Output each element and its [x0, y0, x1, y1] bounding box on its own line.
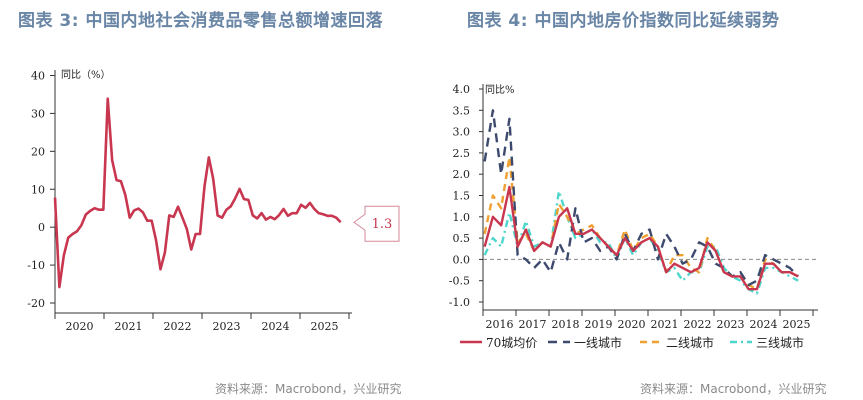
x-tick-label: 2019 — [585, 318, 613, 331]
y-tick-label: 0.5 — [453, 232, 471, 245]
right-chart-title: 图表 4: 中国内地房价指数同比延续弱势 — [467, 11, 780, 31]
y-tick-label: 40 — [31, 70, 45, 83]
x-tick-label: 2025 — [783, 318, 811, 331]
y-tick-label: 3.0 — [453, 126, 471, 139]
y-tick-label: 30 — [31, 107, 45, 120]
y-tick-label: 20 — [31, 145, 45, 158]
last-value-label: 1.3 — [372, 217, 393, 232]
legend-label: 二线城市 — [666, 335, 714, 350]
y-tick-label: 2.5 — [453, 147, 471, 160]
y-tick-label: -20 — [27, 297, 45, 310]
series-line-1 — [483, 109, 800, 287]
x-tick-label: 2024 — [750, 318, 778, 331]
y-axis-label: 同比% — [485, 84, 515, 96]
x-tick-label: 2023 — [213, 320, 241, 333]
x-tick-label: 2021 — [651, 318, 679, 331]
y-tick-label: -1.0 — [449, 296, 470, 309]
right-source: 资料来源：Macrobond，兴业研究 — [640, 382, 827, 396]
y-tick-label: 2.0 — [453, 168, 471, 181]
series-line — [53, 97, 342, 289]
series-line-0 — [483, 185, 799, 291]
x-tick-label: 2017 — [519, 318, 547, 331]
x-tick-label: 2016 — [486, 318, 514, 331]
x-tick-label: 2024 — [262, 320, 290, 333]
y-tick-label: 0.0 — [453, 253, 471, 266]
legend-label: 三线城市 — [756, 335, 804, 350]
left-source: 资料来源：Macrobond，兴业研究 — [215, 382, 402, 396]
legend-label: 70城均价 — [486, 336, 537, 350]
y-tick-label: 10 — [31, 183, 45, 196]
y-tick-label: -10 — [27, 259, 45, 272]
retail-sales-chart: -20 -10 0 10 20 30 40 2020 2021 2022 2023 2024 2025 同… — [27, 69, 400, 333]
x-tick-label: 2020 — [618, 318, 646, 331]
last-value-callout — [353, 205, 400, 242]
series-line-2 — [483, 155, 799, 291]
x-tick-label: 2020 — [66, 320, 94, 333]
house-price-chart: -1.0 -0.5 0.0 0.5 1.0 1.5 2.0 2.5 3.0 3.5 4.0 2016 2… — [449, 83, 818, 350]
legend-label: 一线城市 — [574, 335, 622, 350]
y-tick-label: 4.0 — [453, 83, 471, 96]
y-tick-label: 1.5 — [453, 190, 471, 203]
y-tick-label: -0.5 — [449, 275, 470, 288]
y-axis-label: 同比（%） — [61, 69, 111, 81]
x-tick-label: 2022 — [684, 318, 712, 331]
y-tick-label: 3.5 — [453, 104, 471, 117]
x-tick-label: 2021 — [115, 320, 143, 333]
x-tick-label: 2025 — [311, 320, 339, 333]
y-tick-label: 0 — [38, 221, 45, 234]
x-tick-label: 2023 — [717, 318, 745, 331]
x-tick-label: 2018 — [552, 318, 580, 331]
left-chart-title: 图表 3: 中国内地社会消费品零售总额增速回落 — [18, 11, 383, 31]
x-tick-label: 2022 — [164, 320, 192, 333]
y-tick-label: 1.0 — [453, 211, 471, 224]
